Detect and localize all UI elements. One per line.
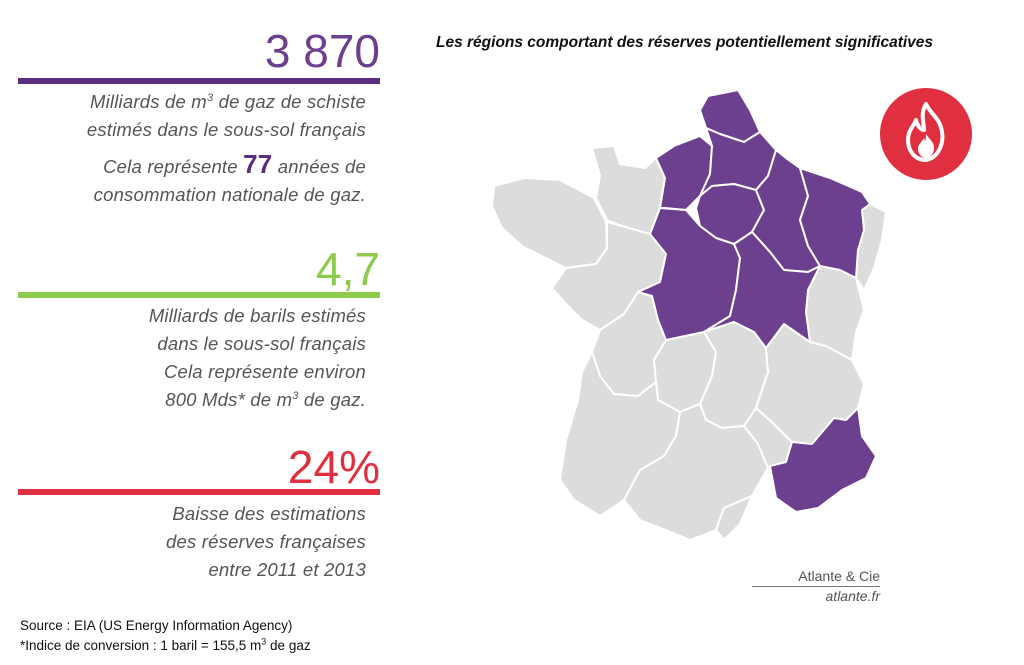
map-title: Les régions comportant des réserves pote… (436, 34, 934, 51)
stat-block-shale-gas: 3 870 (18, 0, 380, 220)
source-line: Source : EIA (US Energy Information Agen… (20, 618, 293, 633)
stat-block-barrels: 4,7 (18, 240, 380, 300)
source-notes: Source : EIA (US Energy Information Agen… (20, 616, 311, 656)
region-brittany (491, 177, 608, 269)
credit-site: atlante.fr (825, 588, 880, 604)
stat-value-decrease: 24% (287, 441, 380, 493)
stat-value-shale-gas: 3 870 (264, 25, 380, 77)
divider-red (18, 489, 380, 495)
credit: Atlante & Cie atlante.fr (752, 568, 880, 604)
stat-value-barrels: 4,7 (316, 243, 380, 295)
stat-desc-barrels: Milliards de barils estimés dans le sous… (148, 305, 366, 410)
region-burgundy (703, 231, 821, 349)
stat-block-decrease: 24% (18, 436, 380, 496)
region-provence (769, 407, 877, 513)
divider-purple (18, 78, 380, 84)
flame-icon (880, 88, 972, 180)
divider-green (18, 292, 380, 298)
stat-desc-shale-gas: Milliards de m3 de gaz de schiste estimé… (86, 91, 366, 205)
region-lorraine (799, 167, 871, 279)
stat-desc-decrease: Baisse des estimations des réserves fran… (166, 503, 366, 580)
conversion-line: *Indice de conversion : 1 baril = 155,5 … (20, 636, 311, 653)
years-count: 77 (243, 149, 273, 179)
credit-name: Atlante & Cie (752, 568, 880, 587)
